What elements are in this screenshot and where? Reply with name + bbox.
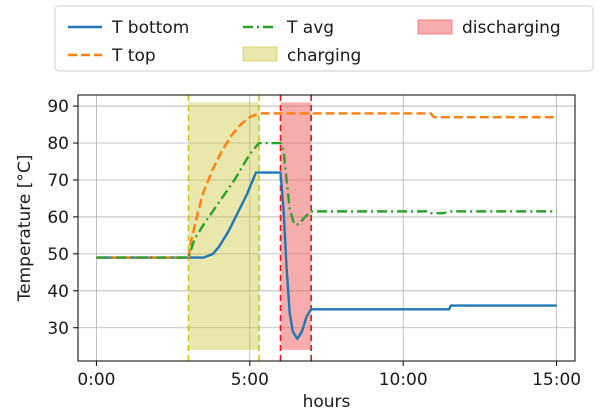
legend-label-t-top: T top bbox=[111, 46, 156, 66]
plot-area: 0:00 5:00 10:00 15:00 30 40 50 60 70 80 90 bbox=[47, 94, 581, 390]
y-tick-label: 50 bbox=[47, 245, 69, 265]
x-tick-label: 15:00 bbox=[532, 370, 581, 390]
plot-frame bbox=[77, 94, 576, 362]
x-axis-label: hours bbox=[303, 392, 351, 412]
span-charging bbox=[188, 102, 260, 350]
legend-label-charging: charging bbox=[287, 46, 361, 66]
y-tick-label: 30 bbox=[47, 319, 69, 339]
grid bbox=[78, 95, 575, 361]
legend-frame bbox=[54, 5, 594, 72]
x-tick-label: 5:00 bbox=[231, 370, 269, 390]
series-line-t-top bbox=[96, 112, 557, 259]
x-tick-label: 10:00 bbox=[379, 370, 428, 390]
y-tick-label: 60 bbox=[47, 208, 69, 228]
y-tick-label: 70 bbox=[47, 171, 69, 191]
series-line-t-avg bbox=[96, 141, 557, 259]
legend: T bottom T top T avg charging dischargin… bbox=[54, 5, 594, 72]
x-tick-label: 0:00 bbox=[77, 370, 115, 390]
series-line-t-bottom bbox=[96, 171, 557, 341]
y-tick-label: 40 bbox=[47, 282, 69, 302]
series-lines bbox=[96, 112, 557, 341]
legend-label-discharging: discharging bbox=[462, 18, 561, 38]
y-axis-label: Temperature [°C] bbox=[15, 155, 35, 303]
legend-swatch-discharging bbox=[417, 19, 453, 35]
legend-label-t-bottom: T bottom bbox=[111, 18, 189, 38]
shaded-spans bbox=[187, 95, 312, 361]
y-tick-label: 90 bbox=[47, 97, 69, 117]
legend-label-t-avg: T avg bbox=[286, 18, 334, 38]
axis-ticks: 0:00 5:00 10:00 15:00 30 40 50 60 70 80 90 bbox=[47, 97, 581, 390]
y-tick-label: 80 bbox=[47, 134, 69, 154]
legend-swatch-charging bbox=[242, 46, 278, 62]
